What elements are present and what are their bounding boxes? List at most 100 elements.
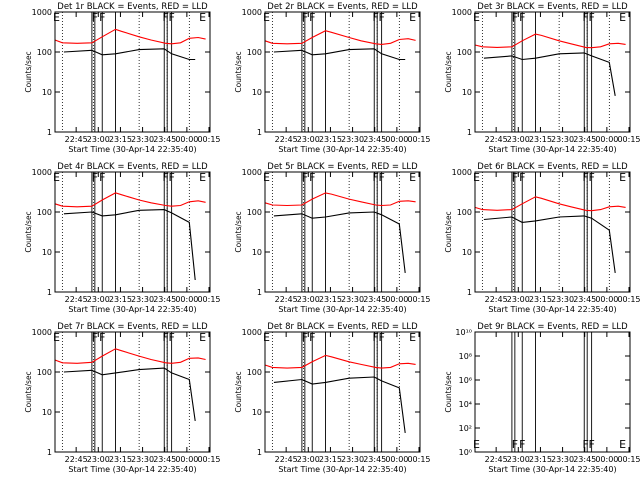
x-tick-label: 23:30 [131, 455, 154, 464]
y-axis-label: Counts/sec [24, 211, 33, 252]
flag-label-f: F [588, 438, 594, 451]
plot-frame [54, 11, 211, 133]
flag-label-e: E [53, 331, 60, 344]
x-tick-label: 23:15 [529, 455, 552, 464]
x-tick-label: 00:15 [407, 455, 430, 464]
x-tick-label: 00:00 [385, 135, 408, 144]
x-tick-label: 23:45 [573, 455, 596, 464]
y-tick-label: 100 [37, 368, 52, 377]
series-line-lld [264, 192, 416, 207]
plot-frame [264, 171, 421, 293]
plot-frame [264, 331, 421, 453]
x-tick-label: 23:00 [87, 455, 110, 464]
x-tick-label: 23:15 [319, 295, 342, 304]
x-tick-label: 23:30 [551, 295, 574, 304]
x-tick-label: 00:15 [197, 455, 220, 464]
series-line-events [483, 215, 616, 273]
y-tick-label: 10 [462, 88, 472, 97]
x-tick-label: 23:45 [153, 455, 176, 464]
flag-label-f: F [163, 331, 169, 344]
panel-title: Det 1r BLACK = Events, RED = LLD [57, 2, 208, 12]
plot-frame [54, 171, 211, 293]
y-tick-label: 1000 [242, 328, 262, 337]
flag-label-f: F [309, 331, 315, 344]
panel-title: Det 6r BLACK = Events, RED = LLD [477, 162, 628, 172]
y-tick-label: 100 [247, 48, 262, 57]
x-axis-label: Start Time (30-Apr-14 22:35:40) [488, 145, 616, 154]
panel-title: Det 4r BLACK = Events, RED = LLD [57, 162, 208, 172]
y-tick-label: 100 [457, 48, 472, 57]
flag-label-f: F [92, 11, 98, 24]
flag-label-f: F [519, 438, 525, 451]
y-tick-label: 10² [459, 424, 472, 433]
flag-label-f: F [92, 331, 98, 344]
y-tick-label: 10 [42, 408, 52, 417]
x-axis-label: Start Time (30-Apr-14 22:35:40) [68, 465, 196, 474]
y-tick-label: 10 [252, 88, 262, 97]
x-tick-label: 23:45 [363, 455, 386, 464]
flag-label-f: F [309, 171, 315, 184]
x-tick-label: 22:45 [485, 295, 508, 304]
x-tick-label: 22:45 [65, 135, 88, 144]
y-axis-label: Counts/sec [444, 211, 453, 252]
flag-label-e: E [619, 438, 626, 451]
x-tick-label: 23:45 [363, 295, 386, 304]
x-tick-label: 22:45 [485, 455, 508, 464]
x-tick-label: 23:15 [109, 135, 132, 144]
y-tick-label: 10 [462, 248, 472, 257]
x-tick-label: 23:15 [109, 295, 132, 304]
y-tick-label: 10 [252, 408, 262, 417]
flag-label-e: E [619, 171, 626, 184]
y-axis-label: Counts/sec [24, 51, 33, 92]
flag-label-e: E [409, 331, 416, 344]
y-axis-label: Counts/sec [234, 51, 243, 92]
x-tick-label: 00:00 [175, 295, 198, 304]
x-tick-label: 22:45 [275, 455, 298, 464]
x-tick-label: 00:00 [175, 135, 198, 144]
x-tick-label: 23:00 [87, 295, 110, 304]
y-tick-label: 10¹⁰ [455, 328, 472, 337]
x-tick-label: 23:45 [573, 135, 596, 144]
x-tick-label: 00:15 [617, 135, 640, 144]
flag-label-f: F [163, 171, 169, 184]
flag-label-f: F [99, 11, 105, 24]
x-tick-label: 23:30 [131, 295, 154, 304]
flag-label-e: E [263, 11, 270, 24]
y-axis-label: Counts/sec [234, 211, 243, 252]
x-tick-label: 23:15 [319, 135, 342, 144]
y-tick-label: 10 [42, 248, 52, 257]
flag-label-f: F [302, 331, 308, 344]
flag-label-f: F [309, 11, 315, 24]
x-tick-label: 22:45 [65, 295, 88, 304]
y-tick-label: 100 [247, 208, 262, 217]
y-tick-label: 1 [47, 448, 52, 457]
x-axis-label: Start Time (30-Apr-14 22:35:40) [68, 305, 196, 314]
y-tick-label: 1 [257, 128, 262, 137]
flag-label-f: F [373, 11, 379, 24]
flag-label-f: F [519, 11, 525, 24]
y-tick-label: 10 [42, 88, 52, 97]
x-tick-label: 23:45 [153, 135, 176, 144]
x-tick-label: 23:30 [551, 135, 574, 144]
flag-label-f: F [378, 331, 384, 344]
y-tick-label: 100 [37, 208, 52, 217]
plot-frame [54, 331, 211, 453]
x-tick-label: 23:30 [131, 135, 154, 144]
x-tick-label: 23:30 [551, 455, 574, 464]
x-tick-label: 00:00 [385, 455, 408, 464]
x-tick-label: 23:15 [529, 295, 552, 304]
series-line-events [63, 48, 196, 61]
series-line-events [63, 367, 196, 421]
flag-label-e: E [53, 11, 60, 24]
plot-frame [264, 11, 421, 133]
x-tick-label: 23:15 [319, 455, 342, 464]
y-tick-label: 100 [37, 48, 52, 57]
x-tick-label: 00:15 [617, 295, 640, 304]
series-line-events [273, 211, 406, 273]
x-tick-label: 23:45 [363, 135, 386, 144]
series-line-events [273, 376, 406, 433]
series-line-events [483, 52, 616, 96]
